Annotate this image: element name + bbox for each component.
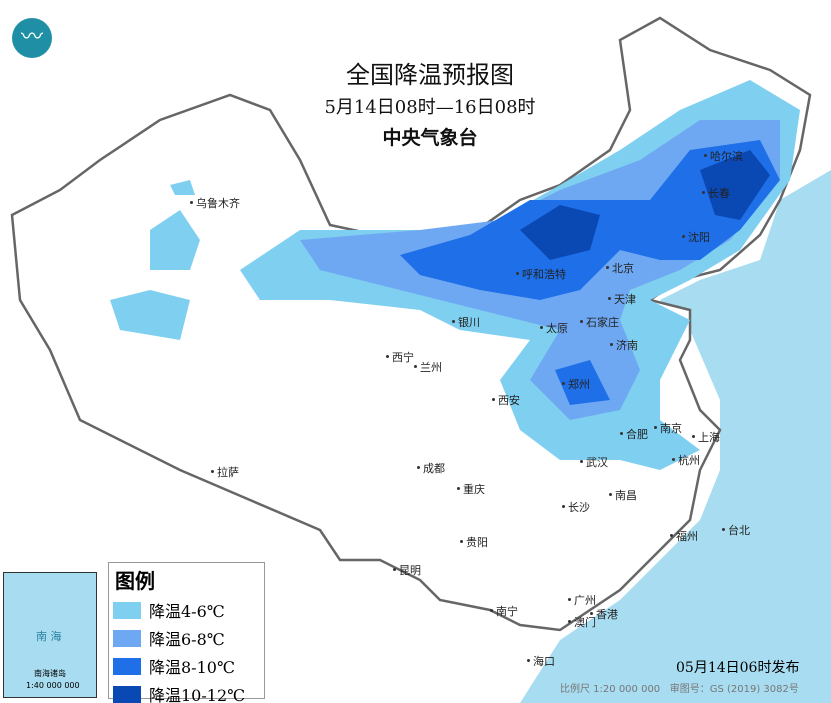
legend-item: 降温10-12℃ [113,682,264,703]
inset-label: 南海诸岛 [34,669,66,678]
legend-swatch [113,601,141,619]
city-label: 哈尔滨 [704,150,743,163]
city-label: 海口 [527,655,555,668]
legend-item: 降温6-8℃ [113,626,264,650]
city-label: 南京 [654,422,682,435]
forecast-period: 5月14日08时—16日08时 [324,97,536,118]
city-label: 天津 [608,293,636,306]
city-label: 拉萨 [211,466,239,479]
city-label: 北京 [606,262,634,275]
city-label: 银川 [452,316,480,329]
city-label: 澳门 [568,616,596,629]
legend-title: 图例 [115,569,155,593]
city-label: 合肥 [620,428,648,441]
city-label: 武汉 [580,456,608,469]
city-label: 兰州 [414,361,442,374]
map-title: 全国降温预报图 [346,61,514,89]
legend-label: 降温10-12℃ [149,686,246,703]
legend: 图例 降温4-6℃ 降温6-8℃ 降温8-10℃ 降温10-12℃ [108,562,265,703]
legend-label: 降温8-10℃ [149,658,235,677]
inset-scale: 1:40 000 000 [26,681,80,690]
city-label: 台北 [722,524,750,537]
city-label: 南宁 [490,605,518,618]
city-label: 成都 [417,462,445,475]
legend-item: 降温8-10℃ [113,654,264,678]
city-label: 广州 [568,594,596,607]
city-label: 杭州 [672,454,700,467]
map-number: 审图号：GS (2019) 3082号 [669,684,799,695]
city-label: 西安 [492,394,520,407]
legend-label: 降温4-6℃ [149,602,225,621]
publish-time: 05月14日06时发布 [676,660,800,676]
city-label: 重庆 [457,483,485,496]
city-label: 西宁 [386,351,414,364]
cooling-8-10 [400,140,780,405]
city-label: 福州 [670,530,698,543]
legend-swatch [113,629,141,647]
issuer: 中央气象台 [382,127,478,149]
city-label: 长春 [702,187,730,200]
legend-item: 降温4-6℃ [113,598,264,622]
city-label: 昆明 [393,564,421,577]
south-china-sea-inset: 南 海 南海诸岛 1:40 000 000 [3,572,97,698]
city-label: 香港 [590,608,618,621]
sea [520,170,831,703]
cooling-10-12 [520,150,770,260]
inset-sea-label: 南 海 [36,630,62,643]
city-label: 石家庄 [580,316,619,329]
city-label: 郑州 [562,378,590,391]
legend-swatch [113,657,141,675]
city-label: 南昌 [609,489,637,502]
legend-swatch [113,685,141,703]
scale: 比例尺 1:20 000 000 [560,684,661,695]
city-label: 济南 [610,339,638,352]
city-label: 上海 [692,431,720,444]
scale-and-map-number: 比例尺 1:20 000 000 审图号：GS (2019) 3082号 [560,680,799,695]
city-label: 太原 [540,322,568,335]
city-label: 呼和浩特 [516,268,566,281]
city-label: 长沙 [562,501,590,514]
city-label: 沈阳 [682,231,710,244]
city-label: 乌鲁木齐 [190,197,240,210]
city-label: 贵阳 [460,536,488,549]
legend-label: 降温6-8℃ [149,630,225,649]
cma-logo: 〰 [12,18,52,58]
